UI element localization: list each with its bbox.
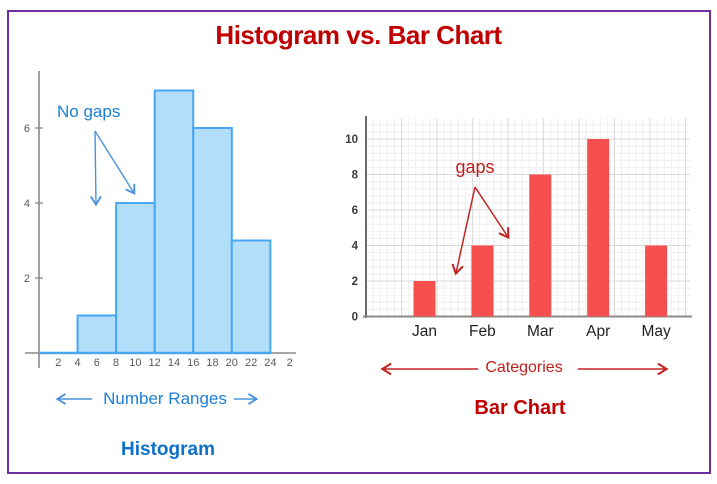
purple-border-frame xyxy=(7,10,711,474)
svg-text:16: 16 xyxy=(187,357,199,369)
no-gaps-arrow-diagonal xyxy=(94,130,136,196)
svg-text:14: 14 xyxy=(168,357,180,369)
svg-text:8: 8 xyxy=(113,357,119,369)
svg-text:10: 10 xyxy=(345,134,358,146)
svg-text:Feb: Feb xyxy=(469,323,496,340)
svg-text:2: 2 xyxy=(352,276,358,288)
page-title: Histogram vs. Bar Chart xyxy=(215,20,502,50)
svg-text:20: 20 xyxy=(226,357,238,369)
svg-text:12: 12 xyxy=(149,357,161,369)
svg-text:24: 24 xyxy=(264,357,276,369)
histogram-chart-title: Histogram xyxy=(121,439,215,460)
bar-chart-xaxis-label: Categories xyxy=(485,359,563,376)
svg-text:Mar: Mar xyxy=(527,323,554,340)
bar-chart-title: Bar Chart xyxy=(474,397,566,419)
svg-text:6: 6 xyxy=(24,123,30,135)
svg-text:2: 2 xyxy=(24,273,30,285)
svg-text:Apr: Apr xyxy=(586,323,610,340)
svg-text:May: May xyxy=(641,323,671,340)
svg-text:10: 10 xyxy=(129,357,141,369)
svg-text:2: 2 xyxy=(55,357,61,369)
gaps-annotation: gaps xyxy=(455,157,495,177)
svg-text:6: 6 xyxy=(352,205,358,217)
no-gaps-arrow-down xyxy=(90,130,102,207)
svg-text:2: 2 xyxy=(287,357,293,369)
svg-text:Jan: Jan xyxy=(412,323,437,340)
svg-text:22: 22 xyxy=(245,357,257,369)
gaps-arrow-left xyxy=(451,186,476,276)
bar-chart-plot: 0 2 4 6 8 10 Jan Feb Mar Apr May xyxy=(345,116,692,340)
no-gaps-annotation: No gaps xyxy=(57,102,121,121)
svg-text:8: 8 xyxy=(352,170,359,182)
annotation-arrows xyxy=(55,130,669,405)
histogram-xaxis-label: Number Ranges xyxy=(103,389,227,408)
svg-text:6: 6 xyxy=(94,357,100,369)
svg-text:4: 4 xyxy=(74,357,80,369)
svg-text:4: 4 xyxy=(352,241,359,253)
svg-text:18: 18 xyxy=(206,357,218,369)
svg-text:4: 4 xyxy=(24,198,30,210)
svg-text:0: 0 xyxy=(352,312,358,324)
gaps-arrow-right xyxy=(474,186,510,240)
